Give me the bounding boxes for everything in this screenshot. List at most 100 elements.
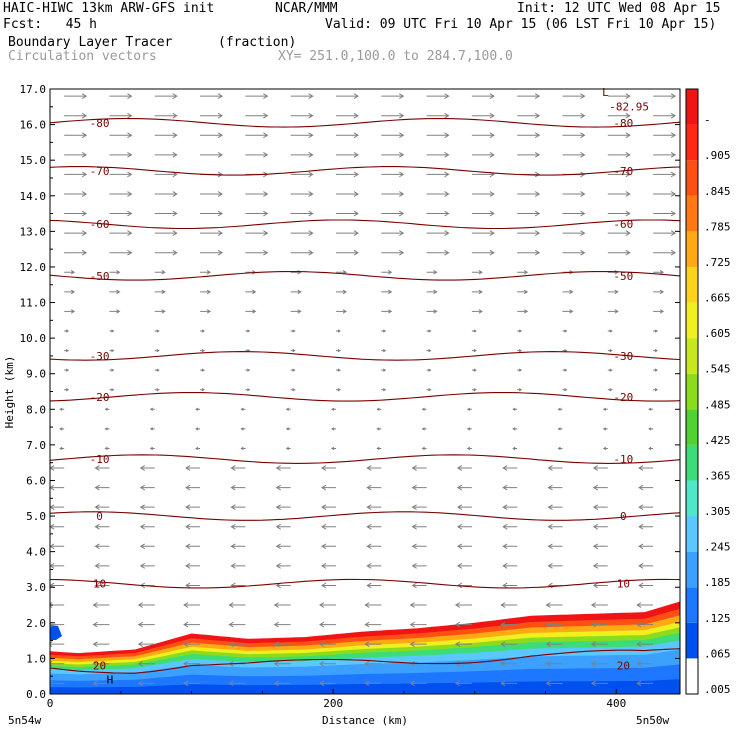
wind-vector	[331, 407, 336, 411]
wind-vector	[64, 289, 76, 295]
wind-vector	[230, 563, 246, 569]
wind-vector	[331, 446, 336, 451]
wind-vector	[275, 543, 291, 550]
wind-vector	[366, 543, 382, 550]
wind-vector	[545, 641, 563, 648]
wind-vector	[109, 249, 133, 256]
colorbar-label: .065	[704, 647, 731, 660]
wind-vector	[195, 407, 201, 411]
wind-vector	[59, 427, 65, 431]
wind-vector	[500, 660, 518, 667]
y-axis-label: Height (km)	[3, 356, 16, 429]
wind-vector	[285, 407, 291, 411]
wind-vector	[319, 641, 336, 648]
wind-vector	[64, 132, 88, 139]
wind-vector	[290, 368, 296, 372]
wind-vector	[64, 309, 76, 314]
temperature-contours: -80 -80 -70 -70 -60 -60 -50 -50 -30 -30 -20 -20 -10 -…	[50, 117, 680, 674]
wind-vector	[200, 152, 224, 158]
wind-vector	[562, 132, 586, 139]
wind-vector	[200, 132, 224, 139]
wind-vector	[228, 641, 246, 648]
wind-vector	[547, 465, 563, 471]
y-tick-label: 6.0	[26, 474, 46, 487]
isotherm-label: -80	[90, 117, 110, 130]
isotherm--70	[50, 166, 680, 176]
wind-vector	[154, 289, 166, 295]
wind-vector	[245, 388, 251, 392]
wind-vector	[321, 484, 336, 491]
wind-vector	[636, 680, 654, 687]
wind-vector	[273, 660, 291, 667]
y-tick-label: 1.0	[26, 652, 46, 665]
wind-vector	[426, 348, 432, 353]
wind-vector	[183, 641, 201, 648]
wind-vector	[426, 309, 438, 314]
wind-vector	[411, 523, 427, 530]
wind-vector	[471, 348, 477, 353]
wind-vector	[512, 427, 518, 431]
wind-vector	[335, 348, 341, 353]
wind-vector	[104, 407, 110, 411]
wind-vector	[50, 641, 65, 648]
wind-vector	[653, 191, 677, 197]
wind-vector	[607, 112, 631, 119]
wind-vector	[381, 348, 387, 353]
wind-vector	[290, 171, 314, 178]
wind-vector	[109, 289, 121, 295]
wind-vector	[285, 427, 291, 431]
colorbar-swatch	[686, 551, 698, 588]
wind-vector	[648, 407, 654, 411]
wind-vector	[321, 523, 336, 530]
wind-vector	[411, 563, 427, 569]
wind-vector	[154, 152, 178, 158]
wind-vector	[364, 621, 382, 628]
x-axis-label: Distance (km)	[322, 714, 408, 727]
wind-vector	[50, 660, 65, 667]
isotherm--20	[50, 392, 680, 402]
wind-vector	[381, 368, 387, 372]
wind-vector	[454, 641, 472, 648]
wind-vector	[245, 93, 269, 99]
wind-vector	[466, 407, 472, 411]
colorbar-swatch	[686, 587, 698, 623]
wind-vector	[64, 152, 88, 158]
colorbar-swatch	[686, 231, 698, 267]
wind-vector	[154, 329, 160, 333]
wind-vector	[381, 289, 393, 295]
wind-vector	[195, 427, 201, 431]
wind-vector	[154, 249, 178, 256]
wind-vector	[411, 484, 427, 491]
wind-vector	[245, 132, 269, 139]
wind-vector	[94, 504, 110, 510]
wind-vector	[653, 270, 665, 275]
wind-vector	[185, 504, 201, 510]
wind-vector	[557, 407, 563, 411]
wind-vector	[545, 602, 563, 608]
wind-vector	[517, 309, 529, 314]
wind-vector	[471, 388, 477, 392]
y-tick-label: 0.0	[26, 688, 46, 701]
wind-vector	[426, 289, 438, 295]
wind-vector	[638, 465, 654, 471]
wind-vector	[426, 270, 438, 275]
wind-vector	[273, 680, 291, 687]
x-tick-label: 400	[606, 697, 626, 710]
y-tick-label: 4.0	[26, 546, 46, 559]
wind-vector	[653, 368, 659, 372]
wind-vector	[381, 112, 405, 119]
wind-vector	[275, 563, 291, 569]
wind-vector	[607, 152, 631, 158]
colorbar-swatch	[686, 622, 698, 659]
wind-vector	[517, 249, 541, 256]
y-tick-label: 17.0	[20, 83, 47, 96]
wind-vector	[517, 270, 529, 275]
wind-vector	[545, 621, 563, 628]
wind-vector	[364, 602, 382, 608]
wind-vector	[648, 427, 654, 431]
colorbar-frame	[685, 88, 699, 695]
isotherm-label: -20	[613, 391, 633, 404]
wind-vector	[245, 368, 251, 372]
wind-vector	[636, 641, 654, 648]
wind-vector	[562, 388, 568, 392]
